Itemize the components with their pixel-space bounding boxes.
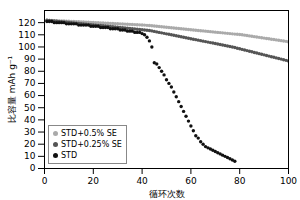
svg-text:20: 20	[24, 139, 36, 149]
html-text:STD: STD	[61, 151, 78, 160]
svg-text:0: 0	[30, 163, 36, 173]
svg-text:120: 120	[18, 18, 35, 28]
svg-text:100: 100	[18, 42, 35, 52]
svg-text:40: 40	[24, 115, 36, 125]
svg-text:循环次数: 循环次数	[149, 189, 185, 199]
svg-text:10: 10	[24, 151, 36, 161]
svg-text:80: 80	[234, 176, 246, 186]
html-text:STD+0.5% SE: STD+0.5% SE	[61, 129, 117, 138]
svg-text:30: 30	[24, 127, 36, 137]
svg-text:60: 60	[185, 176, 197, 186]
svg-text:110: 110	[18, 30, 35, 40]
svg-text:20: 20	[88, 176, 100, 186]
html-text:STD+0.25% SE: STD+0.25% SE	[61, 140, 122, 149]
svg-text:50: 50	[24, 103, 36, 113]
svg-text:70: 70	[24, 78, 36, 88]
svg-text:比容量 mAh g⁻¹: 比容量 mAh g⁻¹	[7, 55, 17, 123]
svg-text:80: 80	[24, 66, 36, 76]
svg-text:60: 60	[24, 90, 36, 100]
svg-text:40: 40	[136, 176, 148, 186]
svg-text:100: 100	[280, 176, 297, 186]
svg-text:0: 0	[42, 176, 48, 186]
svg-text:90: 90	[24, 54, 36, 64]
